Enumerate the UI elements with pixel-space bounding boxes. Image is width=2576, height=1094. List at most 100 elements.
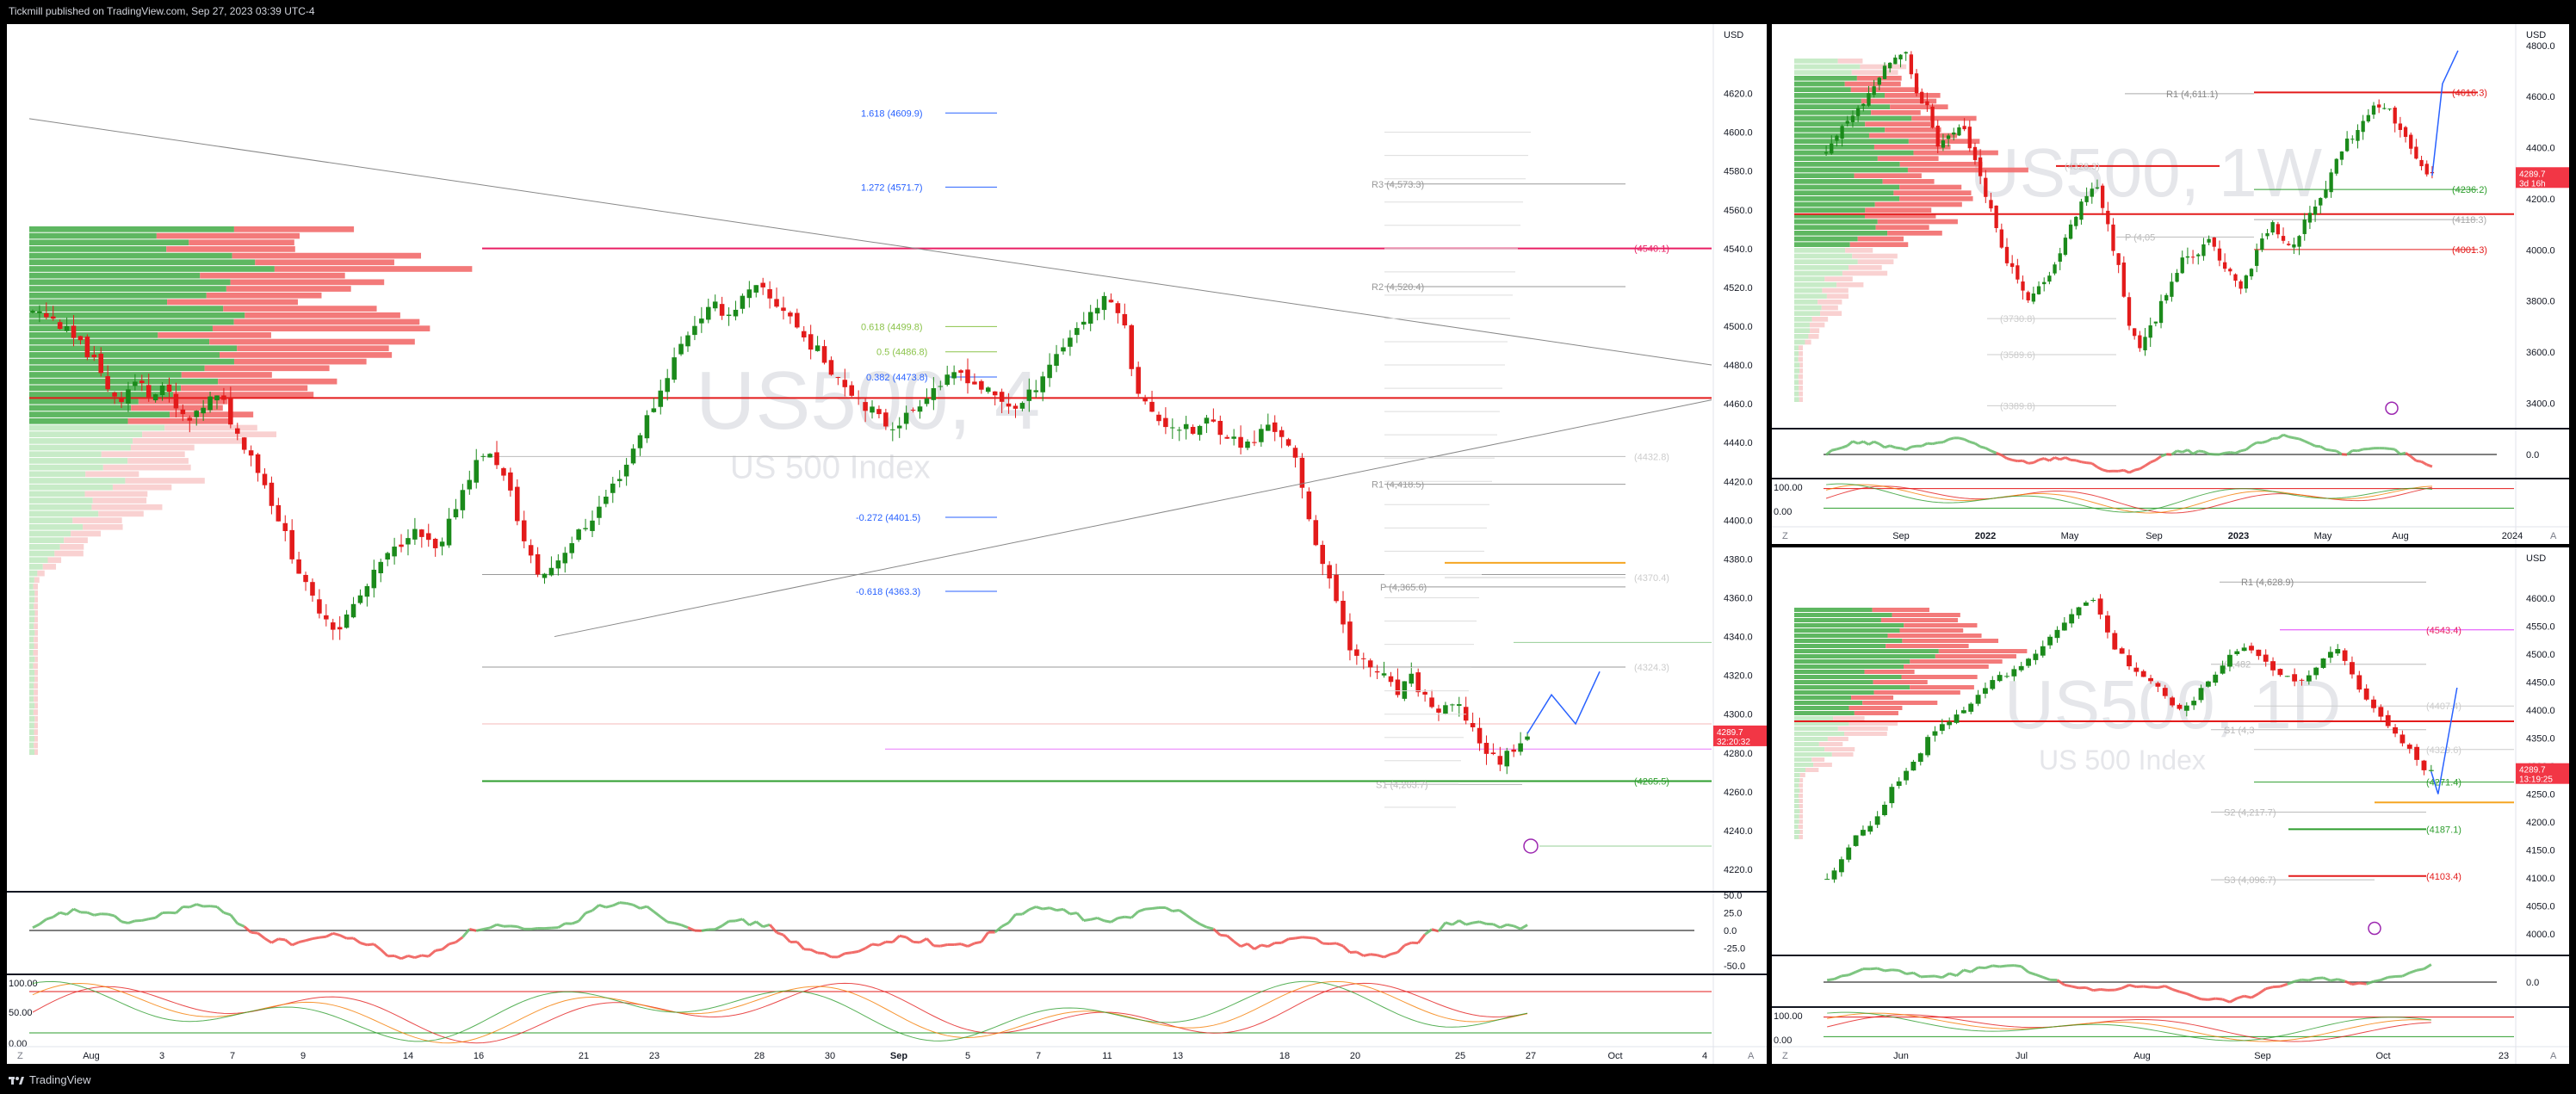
- oscillator-line: [2387, 975, 2396, 979]
- candle-body: [1914, 73, 1919, 94]
- candle-body: [2180, 257, 2184, 274]
- oscillator-line: [2102, 468, 2108, 473]
- candle-body: [2183, 705, 2189, 711]
- x-tick-label: 25: [1455, 1051, 1465, 1061]
- candle-body: [2398, 123, 2403, 130]
- volume-profile-bar-red: [34, 656, 38, 663]
- candle-body: [2198, 688, 2204, 701]
- volume-profile-bar-green: [1794, 613, 1892, 617]
- oscillator-line: [1062, 908, 1071, 916]
- candle-body: [2363, 688, 2369, 700]
- candle-body: [2053, 264, 2057, 274]
- oscillator-line: [1910, 444, 1917, 448]
- y-tick-label: 4260.0: [1724, 788, 1753, 798]
- daily-chart-svg[interactable]: USD 4600.0 4550.0 4500.0 4450.0 4400.0 4350.0 4…: [1772, 547, 2569, 1064]
- candle-body: [399, 544, 404, 547]
- volume-profile-bar-red: [64, 537, 88, 543]
- alert-icon: [1523, 838, 1539, 854]
- oscillator-line: [1833, 974, 1842, 980]
- candle-body: [821, 346, 827, 363]
- volume-profile-bar-red: [1868, 133, 1958, 139]
- volume-profile-bar-green: [29, 544, 60, 550]
- oscillator-line: [2351, 981, 2360, 986]
- volume-profile-bar-green: [1794, 242, 1850, 247]
- z-button[interactable]: Z: [1782, 1051, 1788, 1061]
- candle-body: [2249, 646, 2254, 651]
- candle-body: [1853, 835, 1859, 846]
- z-button[interactable]: Z: [17, 1051, 23, 1061]
- candle-body: [753, 285, 759, 293]
- volume-profile-bar-green: [29, 557, 48, 564]
- volume-profile-bar-red: [1899, 196, 1973, 201]
- candle-body: [1483, 743, 1489, 754]
- volume-profile-bar-green: [1794, 270, 1842, 276]
- volume-profile-bar-red: [206, 292, 322, 299]
- oscillator-line: [2114, 986, 2123, 992]
- candle-body: [2377, 104, 2381, 108]
- volume-profile-bar-red: [1798, 345, 1803, 350]
- volume-profile-bar-green: [1794, 196, 1900, 201]
- candle-body: [788, 312, 793, 317]
- candle-body: [1984, 177, 1988, 197]
- y-tick-label: 4600.0: [1724, 128, 1753, 139]
- candle-body: [1490, 752, 1496, 755]
- oscillator-line: [680, 924, 689, 930]
- level-label: (4103.4): [2426, 872, 2461, 882]
- oscillator-line: [339, 934, 348, 940]
- volume-profile-bar-green: [29, 636, 34, 643]
- oscillator-line: [2346, 449, 2354, 456]
- candle-body: [2385, 714, 2391, 726]
- candle-body: [1962, 126, 1966, 130]
- volume-profile-bar-red: [1810, 328, 1820, 333]
- candle-body: [1231, 436, 1236, 439]
- volume-profile-bar-red: [34, 609, 38, 616]
- volume-profile-bar-green: [29, 398, 139, 405]
- oscillator-line: [2086, 461, 2092, 465]
- tradingview-logo[interactable]: TradingView: [9, 1073, 91, 1086]
- candle-body: [1266, 424, 1271, 431]
- main-chart-4h[interactable]: USD 4620.0 4600.0 4580.0 4560.0 4540.0 4520.0 4…: [7, 24, 1767, 1064]
- candle-body: [1835, 135, 1839, 141]
- auto-scale-button[interactable]: A: [2550, 531, 2557, 541]
- volume-profile-bar-red: [37, 570, 45, 577]
- stoch-label: 0.00: [1774, 507, 1792, 517]
- oscillator-line: [2234, 449, 2242, 454]
- oscillator-line: [551, 926, 559, 930]
- oscillator-line: [1110, 917, 1119, 924]
- candle-body: [1904, 52, 1908, 54]
- volume-profile-bar-green: [1794, 145, 1874, 150]
- candle-body: [139, 380, 145, 384]
- y-tick-label: 4200.0: [2526, 195, 2555, 205]
- candle-body: [364, 585, 370, 597]
- candle-body: [235, 428, 240, 434]
- oscillator-line: [1852, 440, 1859, 445]
- volume-profile-bar-red: [33, 663, 38, 670]
- candle-body: [795, 312, 800, 328]
- oscillator-line: [1992, 964, 2000, 968]
- oscillator-line: [325, 932, 334, 938]
- auto-scale-button[interactable]: A: [1748, 1051, 1755, 1061]
- volume-profile-bar-green: [1794, 675, 1902, 679]
- candle-body: [1197, 425, 1203, 436]
- candle-body: [2004, 676, 2009, 677]
- volume-profile-bar-green: [1794, 680, 1873, 684]
- oscillator-line: [1935, 974, 1943, 980]
- candle-body: [2350, 662, 2355, 675]
- main-chart-svg[interactable]: USD 4620.0 4600.0 4580.0 4560.0 4540.0 4520.0 4…: [7, 24, 1767, 1064]
- candle-body: [2249, 269, 2254, 277]
- volume-profile-bar-red: [204, 365, 330, 372]
- candle-body: [1101, 295, 1107, 311]
- oscillator-label: -25.0: [1724, 944, 1745, 955]
- volume-profile-bar-green: [29, 226, 234, 232]
- oscillator-line: [748, 920, 757, 927]
- oscillator-line: [1124, 915, 1132, 919]
- volume-profile-bar-green: [29, 749, 35, 755]
- volume-profile-bar-green: [1794, 690, 1874, 695]
- z-button[interactable]: Z: [1782, 531, 1788, 541]
- auto-scale-button[interactable]: A: [2550, 1051, 2557, 1061]
- weekly-chart[interactable]: USD 4800.0 4600.0 4400.0 4200.0 4000.0 3800.0 3…: [1772, 24, 2569, 544]
- candle-body: [2334, 158, 2338, 174]
- oscillator-line: [2182, 448, 2189, 454]
- daily-chart[interactable]: USD 4600.0 4550.0 4500.0 4450.0 4400.0 4350.0 4…: [1772, 547, 2569, 1064]
